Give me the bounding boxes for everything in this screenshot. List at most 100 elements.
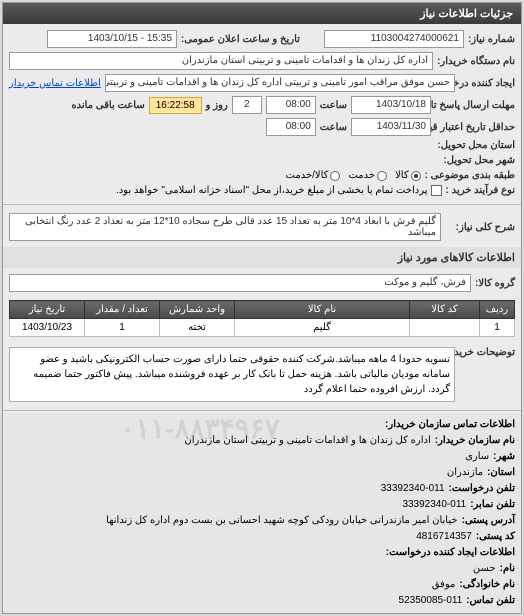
contact-section: اطلاعات تماس سازمان خریدار: نام سازمان خ…: [3, 413, 521, 613]
c-province-value: مازندران: [447, 465, 483, 481]
radio-goods[interactable]: کالا: [395, 170, 421, 181]
contact-family: نام خانوادگی: موفق: [9, 577, 515, 593]
checkbox-box: [431, 185, 442, 196]
org-label: نام سازمان خریدار:: [435, 433, 515, 449]
contact-creator-phone: تلفن تماس: 52350085-011: [9, 593, 515, 609]
radio-goods-label: کالا: [395, 170, 409, 181]
contact-org: نام سازمان خریدار: اداره کل زندان ها و ا…: [9, 433, 515, 449]
radio-service-label: خدمت: [348, 170, 375, 181]
need-number-value: 1103004274000621: [324, 30, 464, 48]
main-panel: جزئیات اطلاعات نیاز شماره نیاز: 11030042…: [2, 2, 522, 614]
radio-goods-service-dot: [330, 171, 340, 181]
c-creator-phone-value: 52350085-011: [399, 593, 463, 609]
partial-payment-label: پرداخت تمام یا بخشی از مبلغ خرید،از محل …: [116, 185, 428, 196]
time-label-2: ساعت: [320, 122, 347, 133]
row-city: شهر محل تحویل:: [9, 153, 515, 168]
send-deadline-label: مهلت ارسال پاسخ تا تاریخ:: [435, 100, 515, 111]
city-label: شهر محل تحویل:: [443, 155, 515, 166]
td-code: [410, 319, 480, 337]
contact-postcode: کد پستی: 4816714357: [9, 529, 515, 545]
need-number-label: شماره نیاز:: [468, 34, 515, 45]
creator-label: ایجاد کننده درخواست:: [459, 78, 515, 89]
send-deadline-date: 1403/10/18: [351, 96, 431, 114]
divider-1: [3, 204, 521, 205]
goods-table: ردیف کد کالا نام کالا واحد شمارش تعداد /…: [9, 300, 515, 337]
c-family-value: موفق: [432, 577, 456, 593]
c-fax-label: تلفن نمابر:: [470, 497, 515, 513]
radio-goods-service-label: کالا/خدمت: [286, 170, 329, 181]
goods-group-value: فرش، گلیم و موکت: [9, 274, 471, 292]
time-remaining: 16:22:58: [149, 97, 202, 114]
table-header-row: ردیف کد کالا نام کالا واحد شمارش تعداد /…: [10, 301, 515, 319]
c-postal-label: آدرس پستی:: [462, 513, 515, 529]
row-need-desc: شرح کلی نیاز: گلیم فرش با ابعاد 4*10 متر…: [9, 211, 515, 243]
contact-city: شهر: ساری: [9, 449, 515, 465]
day-label: روز و: [206, 100, 228, 111]
contact-postal: آدرس پستی: خیابان امیر مازندرانی خیابان …: [9, 513, 515, 529]
buyer-notes-label: توضیحات خریدار:: [459, 347, 515, 358]
row-process-type: نوع فرآیند خرید : پرداخت تمام یا بخشی از…: [9, 183, 515, 198]
divider-2: [3, 410, 521, 411]
category-label: طبقه بندی موضوعی :: [425, 170, 515, 181]
radio-service-dot: [377, 171, 387, 181]
radio-service[interactable]: خدمت: [348, 170, 387, 181]
c-fax-value: 33392340-011: [402, 497, 466, 513]
row-province: استان محل تحویل:: [9, 138, 515, 153]
goods-group-section: گروه کالا: فرش، گلیم و موکت: [3, 268, 521, 298]
remaining-label: ساعت باقی مانده: [71, 100, 144, 111]
th-unit: واحد شمارش: [160, 301, 235, 319]
contact-province: استان: مازندران: [9, 465, 515, 481]
row-validity: حداقل تاریخ اعتبار قیمت: تا تاریخ: 1403/…: [9, 116, 515, 138]
table-row: 1 گلیم تخته 1 1403/10/23: [10, 319, 515, 337]
c-postcode-label: کد پستی:: [476, 529, 515, 545]
need-desc-section: شرح کلی نیاز: گلیم فرش با ابعاد 4*10 متر…: [3, 207, 521, 247]
buyer-notes-text: تسویه حدودا 4 ماهه میباشد.شرکت کننده حقو…: [9, 347, 455, 402]
days-remaining: 2: [232, 96, 262, 114]
goods-group-label: گروه کالا:: [475, 278, 515, 289]
validity-label: حداقل تاریخ اعتبار قیمت: تا تاریخ:: [435, 122, 515, 133]
c-province-label: استان:: [487, 465, 515, 481]
validity-time: 08:00: [266, 118, 316, 136]
th-row: ردیف: [480, 301, 515, 319]
checkbox-partial-payment[interactable]: پرداخت تمام یا بخشی از مبلغ خرید،از محل …: [116, 185, 442, 196]
c-city-label: شهر:: [493, 449, 515, 465]
category-radio-group: کالا خدمت کالا/خدمت: [286, 170, 421, 181]
validity-date: 1403/11/30: [351, 118, 431, 136]
row-buyer-device: نام دستگاه خریدار: اداره کل زندان ها و ا…: [9, 50, 515, 72]
org-value: اداره کل زندان ها و اقدامات تامینی و ترب…: [184, 433, 430, 449]
public-date-label: تاریخ و ساعت اعلان عمومی:: [181, 34, 300, 45]
td-qty: 1: [85, 319, 160, 337]
td-name: گلیم: [235, 319, 410, 337]
time-label-1: ساعت: [320, 100, 347, 111]
radio-goods-service[interactable]: کالا/خدمت: [286, 170, 341, 181]
row-buyer-notes: توضیحات خریدار: تسویه حدودا 4 ماهه میباش…: [9, 345, 515, 404]
c-phone-value: 33392340-011: [381, 481, 445, 497]
buyer-device-label: نام دستگاه خریدار:: [437, 56, 515, 67]
c-name-label: نام:: [500, 561, 515, 577]
td-date: 1403/10/23: [10, 319, 85, 337]
c-name-value: حسن: [473, 561, 496, 577]
th-qty: تعداد / مقدار: [85, 301, 160, 319]
creator-value: حسن موفق مراقب امور تامینی و تربیتی ادار…: [105, 74, 455, 92]
row-goods-group: گروه کالا: فرش، گلیم و موکت: [9, 272, 515, 294]
td-row: 1: [480, 319, 515, 337]
send-deadline-time: 08:00: [266, 96, 316, 114]
c-postcode-value: 4816714357: [416, 529, 472, 545]
buyer-notes-section: توضیحات خریدار: تسویه حدودا 4 ماهه میباش…: [3, 341, 521, 408]
th-date: تاریخ نیاز: [10, 301, 85, 319]
th-name: نام کالا: [235, 301, 410, 319]
panel-title: جزئیات اطلاعات نیاز: [420, 8, 513, 20]
contact-phone: تلفن درخواست: 33392340-011: [9, 481, 515, 497]
contact-title-1: اطلاعات تماس سازمان خریدار:: [9, 417, 515, 433]
public-date-value: 15:35 - 1403/10/15: [47, 30, 177, 48]
contact-title-2: اطلاعات ایجاد کننده درخواست:: [9, 545, 515, 561]
th-code: کد کالا: [410, 301, 480, 319]
info-section: شماره نیاز: 1103004274000621 تاریخ و ساع…: [3, 24, 521, 202]
panel-header: جزئیات اطلاعات نیاز: [3, 3, 521, 24]
td-unit: تخته: [160, 319, 235, 337]
row-creator: ایجاد کننده درخواست: حسن موفق مراقب امور…: [9, 72, 515, 94]
table-section: ردیف کد کالا نام کالا واحد شمارش تعداد /…: [3, 300, 521, 341]
c-postal-value: خیابان امیر مازندرانی خیابان رودکی کوچه …: [106, 513, 457, 529]
contact-fax: تلفن نمابر: 33392340-011: [9, 497, 515, 513]
contact-info-link[interactable]: اطلاعات تماس خریدار: [9, 78, 101, 89]
